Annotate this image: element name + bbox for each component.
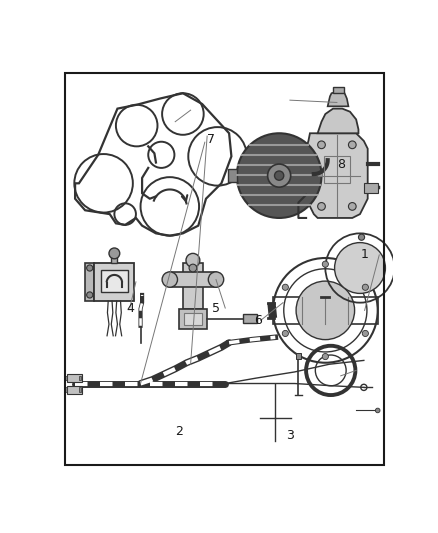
Bar bbox=[179, 309, 207, 329]
Bar bbox=[296, 353, 301, 359]
Circle shape bbox=[349, 203, 356, 210]
Circle shape bbox=[189, 264, 197, 272]
Text: 5: 5 bbox=[212, 302, 220, 314]
Circle shape bbox=[87, 292, 93, 298]
Circle shape bbox=[318, 203, 325, 210]
Bar bbox=[85, 263, 94, 301]
Bar bbox=[243, 314, 257, 324]
Bar bbox=[273, 296, 378, 324]
Polygon shape bbox=[328, 92, 349, 106]
Circle shape bbox=[322, 353, 328, 360]
Text: 1: 1 bbox=[360, 248, 368, 261]
Circle shape bbox=[322, 261, 328, 267]
Circle shape bbox=[296, 281, 355, 340]
Circle shape bbox=[358, 234, 364, 240]
Circle shape bbox=[362, 284, 368, 290]
Bar bbox=[333, 87, 344, 93]
Bar bbox=[65, 387, 67, 392]
Circle shape bbox=[282, 284, 288, 290]
Bar bbox=[184, 313, 202, 325]
Bar bbox=[67, 386, 82, 393]
Circle shape bbox=[87, 265, 93, 271]
Polygon shape bbox=[306, 133, 367, 218]
Circle shape bbox=[362, 330, 368, 336]
Bar bbox=[79, 387, 81, 392]
Bar bbox=[65, 376, 67, 381]
Text: 8: 8 bbox=[337, 158, 345, 171]
Text: 7: 7 bbox=[207, 133, 215, 147]
Circle shape bbox=[318, 141, 325, 149]
Bar bbox=[111, 255, 117, 263]
Text: 3: 3 bbox=[286, 429, 294, 442]
Circle shape bbox=[162, 272, 177, 287]
Circle shape bbox=[349, 141, 356, 149]
Circle shape bbox=[268, 164, 291, 187]
Text: 4: 4 bbox=[126, 302, 134, 314]
Bar bbox=[79, 376, 81, 381]
Circle shape bbox=[275, 171, 284, 180]
Circle shape bbox=[109, 248, 120, 259]
Circle shape bbox=[208, 272, 224, 287]
Bar bbox=[67, 374, 82, 382]
Bar bbox=[100, 270, 128, 292]
Polygon shape bbox=[318, 109, 358, 133]
Bar bbox=[170, 272, 216, 287]
Circle shape bbox=[282, 330, 288, 336]
Circle shape bbox=[375, 408, 380, 413]
Circle shape bbox=[186, 253, 200, 267]
Bar bbox=[364, 183, 378, 192]
Circle shape bbox=[237, 133, 321, 218]
Text: 6: 6 bbox=[254, 314, 262, 327]
Bar bbox=[228, 169, 237, 182]
Bar bbox=[94, 263, 134, 301]
Circle shape bbox=[335, 243, 385, 294]
Bar bbox=[183, 263, 203, 309]
Bar bbox=[324, 156, 350, 182]
Text: 2: 2 bbox=[175, 425, 183, 438]
